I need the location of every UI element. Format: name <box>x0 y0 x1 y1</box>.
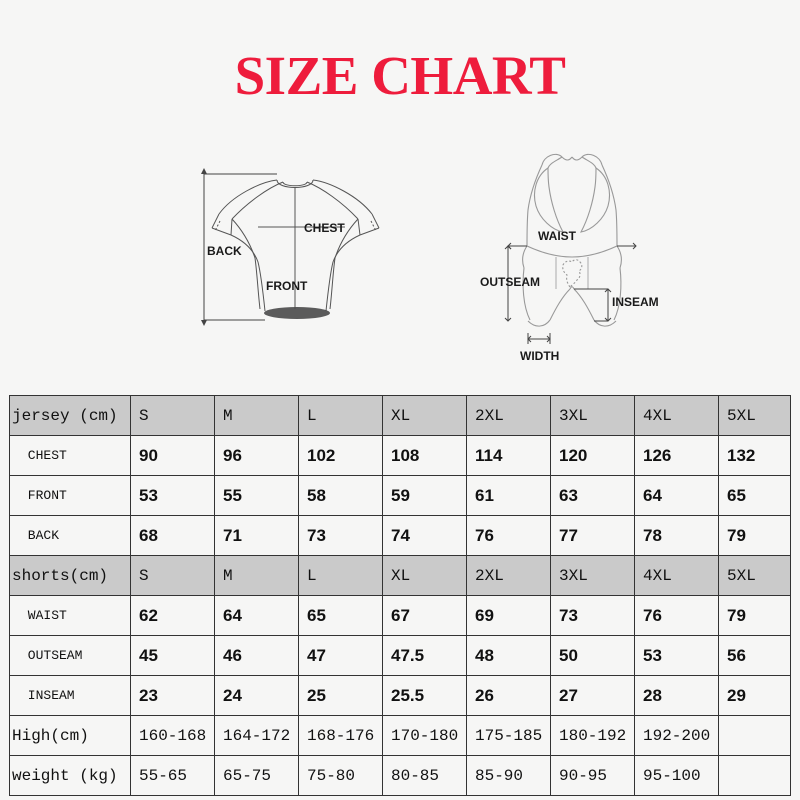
svg-text:WIDTH: WIDTH <box>520 349 559 363</box>
svg-text:BACK: BACK <box>207 244 242 258</box>
svg-text:FRONT: FRONT <box>266 279 308 293</box>
svg-text:OUTSEAM: OUTSEAM <box>480 275 540 289</box>
svg-text:CHEST: CHEST <box>304 221 345 235</box>
svg-text:WAIST: WAIST <box>538 229 577 243</box>
svg-text:INSEAM: INSEAM <box>612 295 659 309</box>
